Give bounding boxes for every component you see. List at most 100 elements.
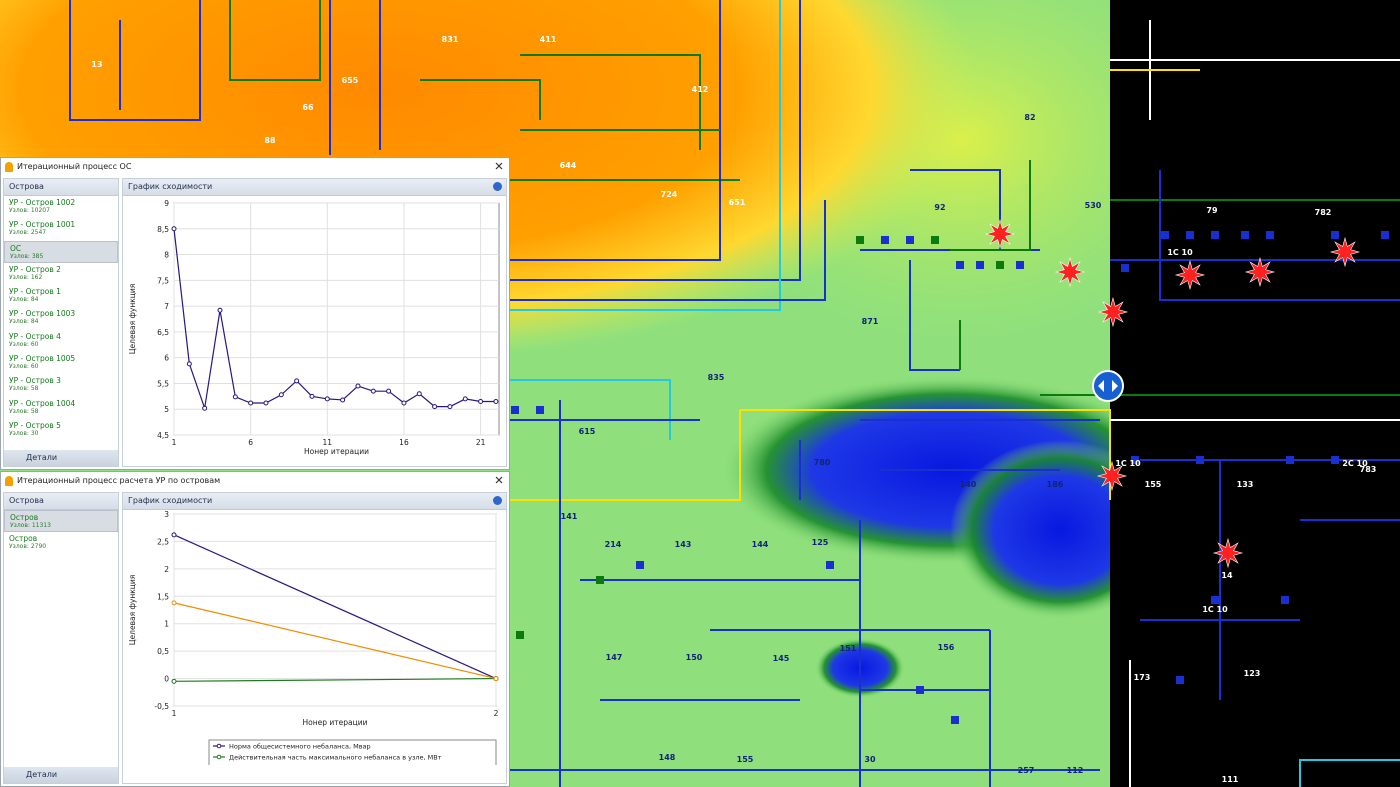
node-label: 82 xyxy=(1024,113,1035,122)
island-item[interactable]: УР - Остров 1005 Узлов: 60 xyxy=(4,352,118,374)
power-line xyxy=(510,200,826,301)
node-label: 780 xyxy=(814,458,831,467)
island-item[interactable]: УР - Остров 1002 Узлов: 10207 xyxy=(4,196,118,218)
chart-header: График сходимости xyxy=(123,179,506,196)
switch xyxy=(1331,231,1339,239)
node-label: 530 xyxy=(1085,201,1102,210)
y-tick-label: 1 xyxy=(164,620,169,629)
title-bar: Итерационный процесс расчета УР по остро… xyxy=(1,472,509,490)
fault-marker xyxy=(1054,256,1086,288)
plot-area xyxy=(173,513,497,707)
node-label: 14 xyxy=(1221,571,1233,580)
x-axis-label: Нонер итерации xyxy=(304,447,369,456)
switch xyxy=(1131,456,1139,464)
node-label: 125 xyxy=(812,538,829,547)
island-item[interactable]: УР - Остров 4 Узлов: 60 xyxy=(4,330,118,352)
node-label: 112 xyxy=(1067,766,1084,775)
node-label: 155 xyxy=(737,755,754,764)
data-point xyxy=(309,393,315,399)
divider-button[interactable] xyxy=(1092,370,1124,402)
series-line xyxy=(173,602,497,680)
island-count: Узлов: 10207 xyxy=(9,207,50,214)
data-point xyxy=(171,532,177,538)
node-label: 1С 10 xyxy=(1202,605,1228,614)
fault-marker xyxy=(1174,259,1206,291)
node-label: 724 xyxy=(661,190,678,199)
island-item[interactable]: УР - Остров 1003 Узлов: 84 xyxy=(4,307,118,329)
title-bar: Итерационный процесс ОС xyxy=(1,158,509,176)
switch xyxy=(511,406,519,414)
power-line xyxy=(1159,170,1400,301)
island-name: УР - Остров 1003 xyxy=(9,309,76,319)
island-name: УР - Остров 5 xyxy=(9,420,61,430)
schematic xyxy=(69,0,1400,787)
y-tick-label: 7,5 xyxy=(157,276,169,285)
y-tick-label: 4,5 xyxy=(157,431,169,440)
node-label: 133 xyxy=(1237,480,1254,489)
island-item[interactable]: УР - Остров 1001 Узлов: 2547 xyxy=(4,218,118,240)
switch xyxy=(1241,231,1249,239)
power-line xyxy=(950,160,1031,251)
node-label: 411 xyxy=(540,35,557,44)
details-toggle[interactable]: Детали xyxy=(4,450,118,466)
node-label: 412 xyxy=(692,85,709,94)
island-item[interactable]: УР - Остров 1 Узлов: 84 xyxy=(4,285,118,307)
y-tick-label: 5 xyxy=(164,405,169,414)
y-tick-label: 6 xyxy=(164,354,169,363)
island-name: ОС xyxy=(10,243,22,253)
node-label: 1С 10 xyxy=(1115,459,1141,468)
info-icon xyxy=(493,182,502,191)
data-point xyxy=(248,400,254,406)
island-name: Остров xyxy=(9,534,38,544)
switch xyxy=(516,631,524,639)
island-item[interactable]: Остров Узлов: 11313 xyxy=(4,510,118,533)
node-label: 148 xyxy=(659,753,676,762)
node-label: 644 xyxy=(560,161,577,170)
y-tick-label: 8,5 xyxy=(157,225,169,234)
data-point xyxy=(386,388,392,394)
legend-box xyxy=(208,739,497,765)
island-count: Узлов: 385 xyxy=(10,252,44,260)
plot-area xyxy=(173,202,500,436)
island-item[interactable]: УР - Остров 1004 Узлов: 58 xyxy=(4,397,118,419)
switch xyxy=(996,261,1004,269)
close-button[interactable] xyxy=(495,162,503,170)
fault-marker xyxy=(1244,256,1276,288)
island-count: Узлов: 58 xyxy=(9,385,39,393)
island-count: Узлов: 162 xyxy=(9,273,43,281)
y-tick-label: 0,5 xyxy=(157,647,169,656)
node-label: 214 xyxy=(605,540,622,549)
switch xyxy=(1381,231,1389,239)
island-item[interactable]: ОС Узлов: 385 xyxy=(4,240,118,263)
node-label: 151 xyxy=(840,644,857,653)
y-tick-label: 6,5 xyxy=(157,328,169,337)
node-label: 655 xyxy=(342,76,359,85)
node-label: 783 xyxy=(1360,465,1377,474)
list-header: Острова xyxy=(4,179,118,196)
data-point xyxy=(401,400,407,406)
node-label: 1С 10 xyxy=(1167,248,1193,257)
switch xyxy=(1331,456,1339,464)
close-button[interactable] xyxy=(495,476,503,484)
node-label: 145 xyxy=(773,654,790,663)
y-tick-label: 3 xyxy=(164,510,169,519)
island-name: УР - Остров 3 xyxy=(9,376,61,386)
island-item[interactable]: Остров Узлов: 2790 xyxy=(4,532,118,554)
island-item[interactable]: УР - Остров 2 Узлов: 162 xyxy=(4,263,118,285)
island-name: УР - Остров 1004 xyxy=(9,398,76,408)
island-item[interactable]: УР - Остров 3 Узлов: 58 xyxy=(4,374,118,396)
switch xyxy=(1186,231,1194,239)
y-tick-label: -0,5 xyxy=(154,702,169,711)
list-header: Острова xyxy=(4,493,118,510)
y-tick-label: 1,5 xyxy=(157,592,169,601)
y-tick-label: 2,5 xyxy=(157,537,169,546)
details-toggle[interactable]: Детали xyxy=(4,767,118,783)
x-tick-label: 1 xyxy=(172,709,177,718)
island-item[interactable]: УР - Остров 5 Узлов: 30 xyxy=(4,419,118,441)
island-count: Узлов: 58 xyxy=(9,407,39,415)
power-line xyxy=(1299,759,1400,787)
x-tick-label: 11 xyxy=(323,438,333,447)
